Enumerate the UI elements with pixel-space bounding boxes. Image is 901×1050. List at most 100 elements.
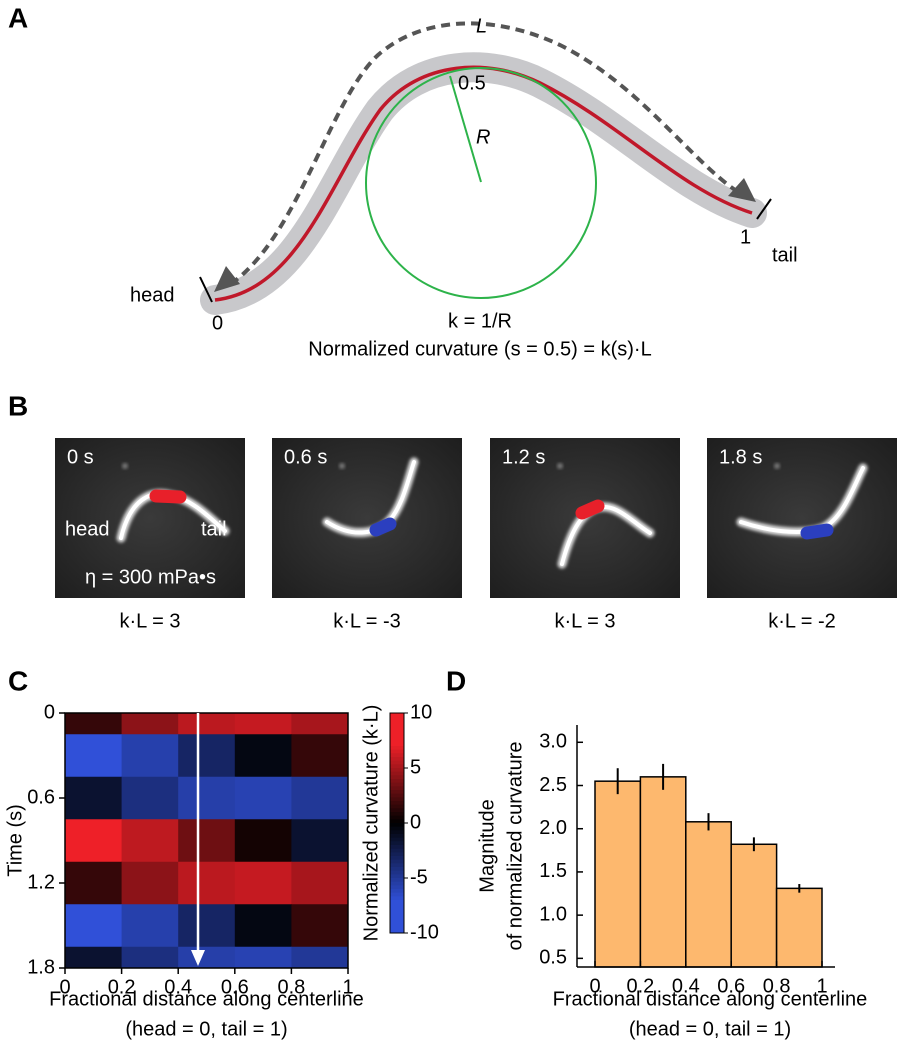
y-tick-label: 1.0 <box>539 903 567 925</box>
x-tick-label: 0.6 <box>221 976 249 998</box>
colorbar-swatch <box>390 867 404 872</box>
heatmap-cell <box>121 819 179 863</box>
heatmap-cell <box>291 819 349 863</box>
frame-time: 1.2 s <box>502 446 545 468</box>
end-mark <box>199 276 213 303</box>
heatmap-cell <box>234 946 292 969</box>
colorbar-swatch <box>390 742 404 747</box>
colorbar-swatch <box>390 859 404 864</box>
y-tick-label: 1.2 <box>27 871 55 893</box>
heatmap-cell <box>234 776 292 820</box>
x-tick-label: 0.8 <box>277 976 305 998</box>
x-tick-label: 0 <box>589 975 600 997</box>
heatmap-cell <box>65 713 123 735</box>
colorbar-swatch <box>390 830 404 835</box>
colorbar-swatch <box>390 757 404 762</box>
y-tick-label: 0.5 <box>539 947 567 969</box>
y-tick-label: 1.5 <box>539 860 567 882</box>
viscosity: η = 300 mPa•s <box>85 566 216 588</box>
colorbar-swatch <box>390 786 404 791</box>
bar <box>685 821 732 968</box>
panel-label: D <box>446 665 466 696</box>
centerline <box>214 65 753 302</box>
colorbar-swatch <box>390 790 404 795</box>
frame-curvature: k·L = 3 <box>555 610 616 632</box>
heatmap-cell <box>291 946 349 969</box>
colorbar-swatch <box>390 727 404 732</box>
colorbar-swatch <box>390 801 404 806</box>
heatmap-cell <box>291 776 349 820</box>
colorbar-swatch <box>390 764 404 769</box>
colorbar-swatch <box>390 797 404 802</box>
colorbar-swatch <box>390 929 404 934</box>
frame-curvature: k·L = 3 <box>120 610 181 632</box>
normalized-curvature: Normalized curvature (s = 0.5) = k(s)·L <box>308 338 651 360</box>
heatmap-cell <box>291 861 349 905</box>
y-axis-label: Magnitude <box>476 799 498 892</box>
colorbar-swatch <box>390 768 404 773</box>
colorbar-tick-label: 5 <box>410 756 421 778</box>
colorbar-tick-label: -5 <box>410 866 428 888</box>
y-tick-label: 3.0 <box>539 731 567 753</box>
panel-label: C <box>8 665 28 696</box>
frame-time: 1.8 s <box>719 446 762 468</box>
colorbar-swatch <box>390 815 404 820</box>
frame: 1.8 s <box>707 438 897 598</box>
heatmap-cell <box>65 946 123 969</box>
colorbar-swatch <box>390 918 404 923</box>
y-tick-label: 0.6 <box>27 786 55 808</box>
heatmap-cell <box>121 776 179 820</box>
colorbar-swatch <box>390 738 404 743</box>
colorbar-swatch <box>390 724 404 729</box>
frame-curvature: k·L = -3 <box>333 610 401 632</box>
y-tick-label: 2.5 <box>539 774 567 796</box>
frame: 1.2 s <box>490 438 680 598</box>
tail-label: tail <box>772 244 798 266</box>
end-mark <box>756 198 772 220</box>
colorbar-swatch <box>390 812 404 817</box>
curvature-marker <box>575 499 605 520</box>
head-label: head <box>65 518 110 540</box>
colorbar-swatch <box>390 720 404 725</box>
colorbar-swatch <box>390 881 404 886</box>
x-tick-label: 0.4 <box>672 975 700 997</box>
colorbar-swatch <box>390 779 404 784</box>
bar <box>775 887 823 968</box>
colorbar-swatch <box>390 852 404 857</box>
colorbar-swatch <box>390 903 404 908</box>
colorbar-swatch <box>390 889 404 894</box>
x-axis-label: (head = 0, tail = 1) <box>629 1018 791 1040</box>
curvature-marker <box>149 489 187 504</box>
colorbar-swatch <box>390 793 404 798</box>
colorbar-swatch <box>390 716 404 721</box>
curvature-marker <box>369 517 397 537</box>
colorbar-swatch <box>390 911 404 916</box>
tail-label: tail <box>201 518 227 540</box>
x-tick-label: 1 <box>342 976 353 998</box>
micrograph <box>272 438 462 598</box>
colorbar-swatch <box>390 834 404 839</box>
midpoint-label: 0.5 <box>458 72 486 94</box>
colorbar-swatch <box>390 746 404 751</box>
colorbar-swatch <box>390 782 404 787</box>
frame-curvature: k·L = -2 <box>768 610 836 632</box>
heatmap-cell <box>178 776 236 820</box>
heatmap-cell <box>234 713 292 735</box>
heatmap-cell <box>178 861 236 905</box>
colorbar-tick-label: -10 <box>410 921 439 943</box>
colorbar-swatch <box>390 845 404 850</box>
arrowhead <box>191 950 206 966</box>
heatmap-cell <box>291 713 349 735</box>
curvature-definition: k = 1/R <box>448 310 512 332</box>
colorbar-swatch <box>390 713 404 718</box>
colorbar-swatch <box>390 771 404 776</box>
y-tick-label: 1.8 <box>27 956 55 978</box>
colorbar-swatch <box>390 841 404 846</box>
colorbar-swatch <box>390 760 404 765</box>
colorbar-swatch <box>390 823 404 828</box>
panel-label: A <box>8 2 28 33</box>
worm-body <box>200 52 767 315</box>
colorbar-swatch <box>390 863 404 868</box>
colorbar-tick-label: 10 <box>410 701 432 723</box>
